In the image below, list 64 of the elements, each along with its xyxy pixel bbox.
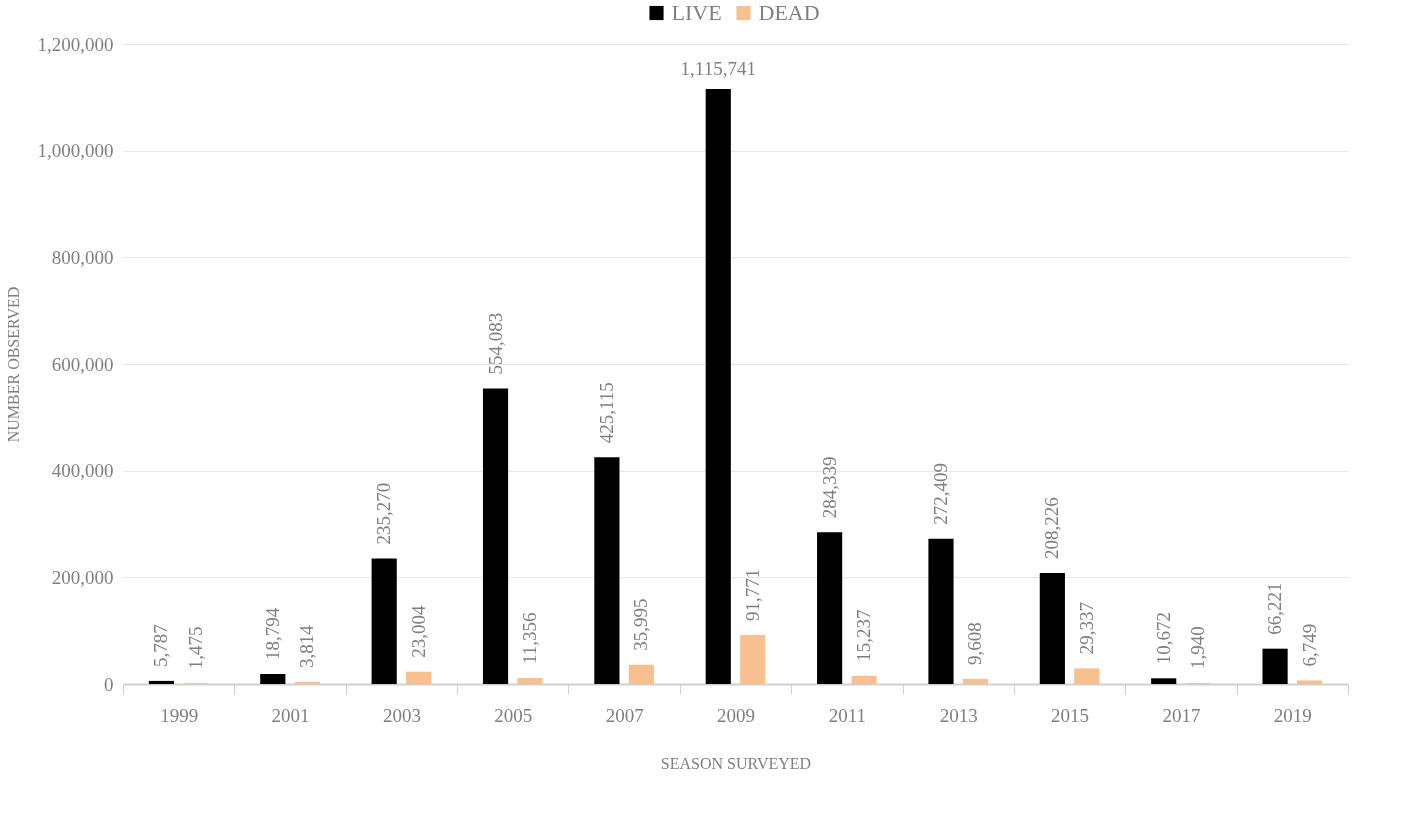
y-tick-label: 0 [104,673,114,695]
x-tick-label: 2007 [605,704,644,726]
x-tick-label: 2005 [494,704,533,726]
data-label: 1,475 [184,626,206,670]
bar [260,673,286,684]
y-tick-label: 1,000,000 [37,140,114,162]
legend-label: LIVE [671,0,722,25]
x-tick-label: 2013 [939,704,978,726]
data-label: 35,995 [630,598,652,651]
y-tick-label: 600,000 [51,353,114,375]
x-tick-label: 2003 [382,704,421,726]
data-label: 554,083 [484,312,506,375]
bar [148,680,175,684]
data-label: 5,787 [150,624,172,667]
data-label: 91,771 [741,568,763,622]
bar [628,664,654,684]
bar [1039,572,1065,684]
bar [962,678,989,684]
data-label: 15,237 [853,609,875,662]
y-tick-label: 400,000 [51,460,114,482]
x-tick-label: 2015 [1051,704,1090,726]
bar [594,457,620,684]
x-tick-label: 2001 [271,704,310,726]
data-label: 272,409 [929,462,951,525]
bar [517,677,543,684]
data-label: 29,337 [1075,602,1097,655]
bar [928,538,954,684]
bar [1262,648,1288,684]
data-label: 208,226 [1041,497,1063,559]
bar [817,532,843,684]
bar [740,635,766,684]
data-label: 18,794 [261,607,283,660]
bar [1074,668,1100,684]
data-label: 284,339 [818,456,840,519]
legend-label: DEAD [758,0,820,25]
bar [1296,680,1323,684]
data-label: 6,749 [1298,623,1320,667]
bar [851,675,877,684]
x-tick-label: 2019 [1273,704,1312,726]
y-axis-title: NUMBER OBSERVED [4,286,22,443]
data-label: 66,221 [1264,582,1286,635]
bar [1151,678,1177,684]
y-tick-label: 800,000 [51,246,114,268]
data-label: 10,672 [1152,612,1174,665]
data-label: 425,115 [595,382,617,444]
y-tick-label: 200,000 [51,566,114,588]
x-tick-label: 2017 [1162,704,1201,726]
data-label: 235,270 [373,482,395,545]
data-label: 1,940 [1187,626,1209,669]
data-label: 9,608 [964,622,986,665]
bar [705,88,731,684]
data-label: 11,356 [519,612,541,664]
data-label: 23,004 [407,604,429,658]
data-label: 3,814 [296,624,318,668]
data-label: 1,115,741 [680,57,756,79]
bar [371,558,397,684]
x-tick-label: 2009 [717,704,755,726]
bar [406,671,432,684]
x-tick-label: 1999 [160,704,199,726]
x-tick-label: 2011 [828,704,867,726]
bar [482,388,509,684]
bar [294,681,320,684]
y-tick-label: 1,200,000 [37,33,114,55]
x-axis-title: SEASON SURVEYED [660,754,812,772]
